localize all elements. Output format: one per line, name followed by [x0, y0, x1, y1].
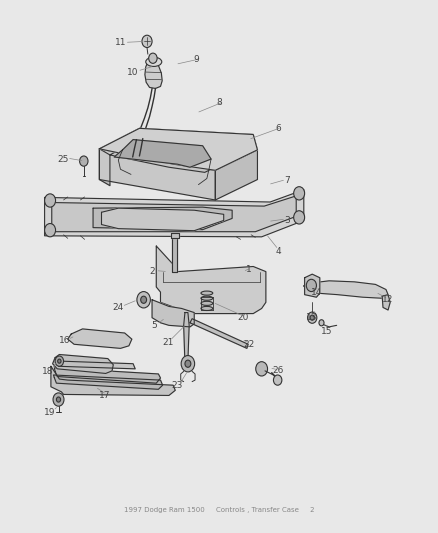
Polygon shape — [53, 354, 113, 374]
Polygon shape — [215, 150, 257, 200]
Polygon shape — [67, 329, 131, 349]
Circle shape — [79, 156, 88, 166]
Circle shape — [56, 397, 60, 402]
Ellipse shape — [201, 301, 212, 305]
Polygon shape — [114, 140, 211, 167]
Text: 5: 5 — [151, 321, 157, 330]
Circle shape — [137, 292, 150, 308]
Circle shape — [57, 359, 61, 363]
Polygon shape — [190, 319, 247, 349]
Polygon shape — [101, 208, 223, 231]
Circle shape — [273, 375, 281, 385]
Circle shape — [184, 360, 191, 367]
Text: 2: 2 — [149, 267, 155, 276]
Text: 4: 4 — [275, 247, 281, 256]
Polygon shape — [183, 312, 189, 364]
Circle shape — [53, 393, 64, 406]
Circle shape — [45, 194, 56, 207]
Text: 14: 14 — [310, 288, 321, 296]
Text: 1: 1 — [246, 264, 251, 273]
Text: 21: 21 — [162, 338, 173, 347]
Circle shape — [141, 35, 152, 47]
Text: 17: 17 — [99, 391, 110, 400]
Text: 18: 18 — [42, 367, 53, 376]
Polygon shape — [145, 62, 162, 88]
Text: 23: 23 — [171, 381, 183, 390]
Circle shape — [148, 53, 157, 63]
Polygon shape — [170, 233, 179, 238]
Circle shape — [55, 356, 64, 366]
Text: 12: 12 — [381, 295, 393, 304]
Text: 20: 20 — [237, 313, 248, 322]
Polygon shape — [45, 190, 303, 237]
Text: 16: 16 — [59, 336, 70, 345]
Polygon shape — [99, 128, 257, 171]
Text: 19: 19 — [44, 408, 56, 417]
Polygon shape — [99, 128, 257, 171]
Polygon shape — [156, 246, 265, 313]
Polygon shape — [58, 361, 135, 369]
Circle shape — [181, 356, 194, 372]
Polygon shape — [53, 375, 162, 389]
Ellipse shape — [145, 57, 161, 67]
Text: 1997 Dodge Ram 1500     Controls , Transfer Case     2: 1997 Dodge Ram 1500 Controls , Transfer … — [124, 507, 314, 513]
Text: 10: 10 — [127, 68, 138, 77]
Text: 24: 24 — [112, 303, 123, 312]
Polygon shape — [152, 300, 194, 327]
Polygon shape — [93, 207, 232, 230]
Polygon shape — [303, 281, 387, 298]
Polygon shape — [54, 368, 160, 383]
Circle shape — [309, 315, 314, 320]
Polygon shape — [99, 149, 110, 185]
Polygon shape — [99, 149, 215, 200]
Circle shape — [293, 211, 304, 224]
Text: 6: 6 — [275, 124, 281, 133]
Circle shape — [255, 362, 267, 376]
Circle shape — [307, 312, 316, 324]
Ellipse shape — [149, 55, 156, 61]
Circle shape — [140, 296, 146, 303]
Text: 13: 13 — [305, 313, 316, 322]
Circle shape — [306, 279, 316, 292]
Text: 25: 25 — [57, 155, 68, 164]
Polygon shape — [51, 366, 175, 395]
Ellipse shape — [201, 306, 212, 311]
Polygon shape — [381, 295, 389, 310]
Text: 22: 22 — [243, 340, 254, 349]
Polygon shape — [172, 236, 177, 272]
Text: 8: 8 — [216, 98, 222, 107]
Text: 9: 9 — [193, 55, 199, 64]
Circle shape — [45, 223, 56, 237]
Circle shape — [318, 320, 323, 326]
Circle shape — [293, 187, 304, 200]
Text: 11: 11 — [114, 38, 126, 47]
Text: 7: 7 — [283, 176, 289, 185]
Text: 3: 3 — [283, 216, 289, 225]
Text: 15: 15 — [321, 327, 332, 336]
Ellipse shape — [201, 291, 212, 295]
Text: 26: 26 — [272, 366, 283, 375]
Ellipse shape — [201, 296, 212, 300]
Polygon shape — [304, 274, 319, 297]
Polygon shape — [52, 196, 296, 232]
Polygon shape — [110, 138, 240, 172]
